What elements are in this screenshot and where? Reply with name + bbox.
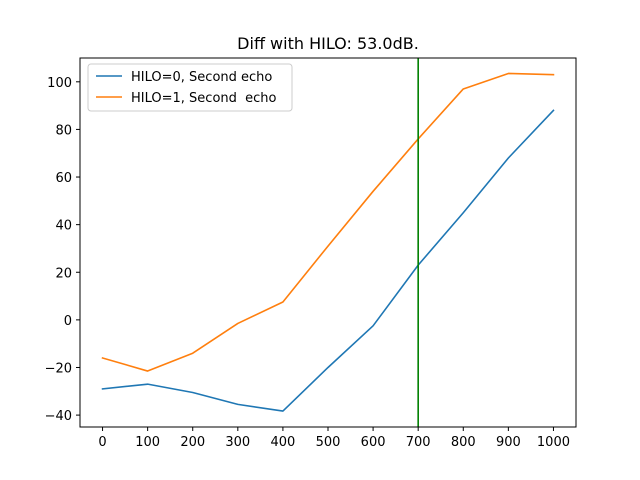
x-tick-label: 400 (270, 435, 295, 450)
x-tick-label: 900 (496, 435, 521, 450)
y-tick-label: 0 (64, 314, 72, 329)
y-tick-label: −20 (45, 361, 72, 376)
x-tick-label: 700 (406, 435, 431, 450)
x-tick-label: 500 (316, 435, 341, 450)
axes: 0 100 200 300 400 500 600 700 800 900 1000 −40 −20 0 2… (45, 57, 577, 450)
series-line-1 (101, 109, 555, 412)
x-tick-label: 1000 (537, 435, 570, 450)
axes-frame (79, 57, 577, 428)
y-tick-label: 60 (55, 171, 72, 186)
legend: HILO=0, Second echo HILO=1, Second echo (87, 63, 293, 112)
x-tick-label: 600 (361, 435, 386, 450)
chart-title: Diff with HILO: 53.0dB. (237, 34, 419, 53)
series-line-2 (101, 72, 555, 372)
legend-label-2: HILO=1, Second echo (131, 91, 277, 106)
legend-label-1: HILO=0, Second echo (131, 70, 272, 85)
y-tick-label: 80 (55, 123, 72, 138)
x-tick-label: 200 (180, 435, 205, 450)
plot-area (101, 58, 555, 427)
x-tick-label: 100 (135, 435, 160, 450)
x-tick-label: 800 (451, 435, 476, 450)
y-tick-label: 40 (55, 219, 72, 234)
x-tick-label: 0 (98, 435, 106, 450)
x-tick-label: 300 (225, 435, 250, 450)
y-tick-label: 100 (47, 76, 72, 91)
y-tick-label: −40 (45, 409, 72, 424)
y-tick-label: 20 (55, 266, 72, 281)
legend-box (87, 63, 293, 112)
